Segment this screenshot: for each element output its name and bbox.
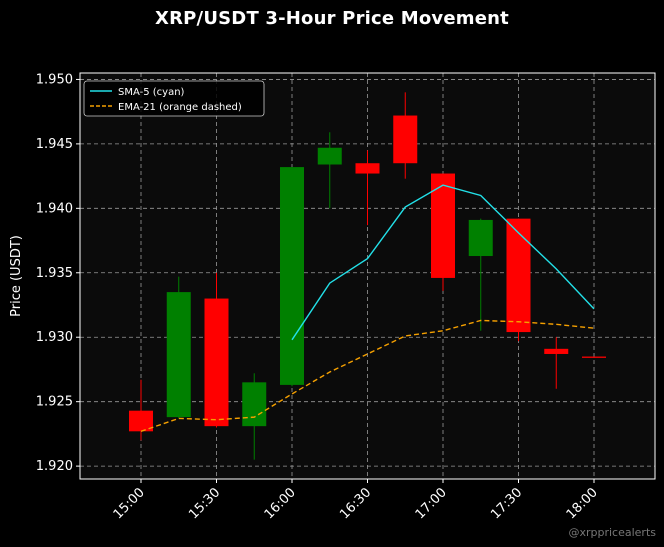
legend-label-sma: SMA-5 (cyan): [118, 87, 185, 98]
candle-body: [544, 348, 569, 354]
y-tick-label: 1.925: [36, 395, 73, 410]
y-axis-label: Price (USDT): [9, 235, 24, 317]
x-tick-label: 15:30: [186, 485, 223, 522]
y-tick-label: 1.930: [36, 330, 73, 345]
x-tick-label: 17:00: [413, 485, 450, 522]
y-tick-label: 1.950: [36, 72, 73, 87]
candle-body: [129, 410, 153, 432]
candle-body: [204, 298, 229, 427]
watermark-text: @xrppricealerts: [568, 526, 656, 539]
candle-body: [242, 382, 267, 427]
candle-body: [393, 115, 418, 164]
x-tick-label: 15:00: [111, 485, 148, 522]
ema-line: [140, 319, 595, 432]
candle-body: [431, 173, 455, 278]
x-tick-label: 16:00: [262, 485, 299, 522]
y-tick-label: 1.945: [36, 137, 73, 152]
x-tick-label: 16:30: [337, 485, 374, 522]
candle-body: [582, 356, 606, 358]
legend-label-ema: EMA-21 (orange dashed): [118, 102, 242, 113]
candle-body: [506, 218, 531, 333]
candle-body: [280, 167, 304, 385]
x-tick-label: 17:30: [488, 485, 525, 522]
chart-title: XRP/USDT 3-Hour Price Movement: [155, 8, 509, 29]
sma-line: [291, 184, 595, 341]
candle-body: [468, 219, 493, 257]
candle-body: [166, 292, 191, 418]
candle-body: [317, 147, 342, 165]
candle-body: [355, 163, 380, 174]
y-tick-label: 1.935: [36, 266, 73, 281]
y-tick-label: 1.920: [36, 459, 73, 474]
y-tick-label: 1.940: [36, 201, 73, 216]
x-tick-label: 18:00: [564, 485, 601, 522]
legend-box: [83, 80, 265, 117]
